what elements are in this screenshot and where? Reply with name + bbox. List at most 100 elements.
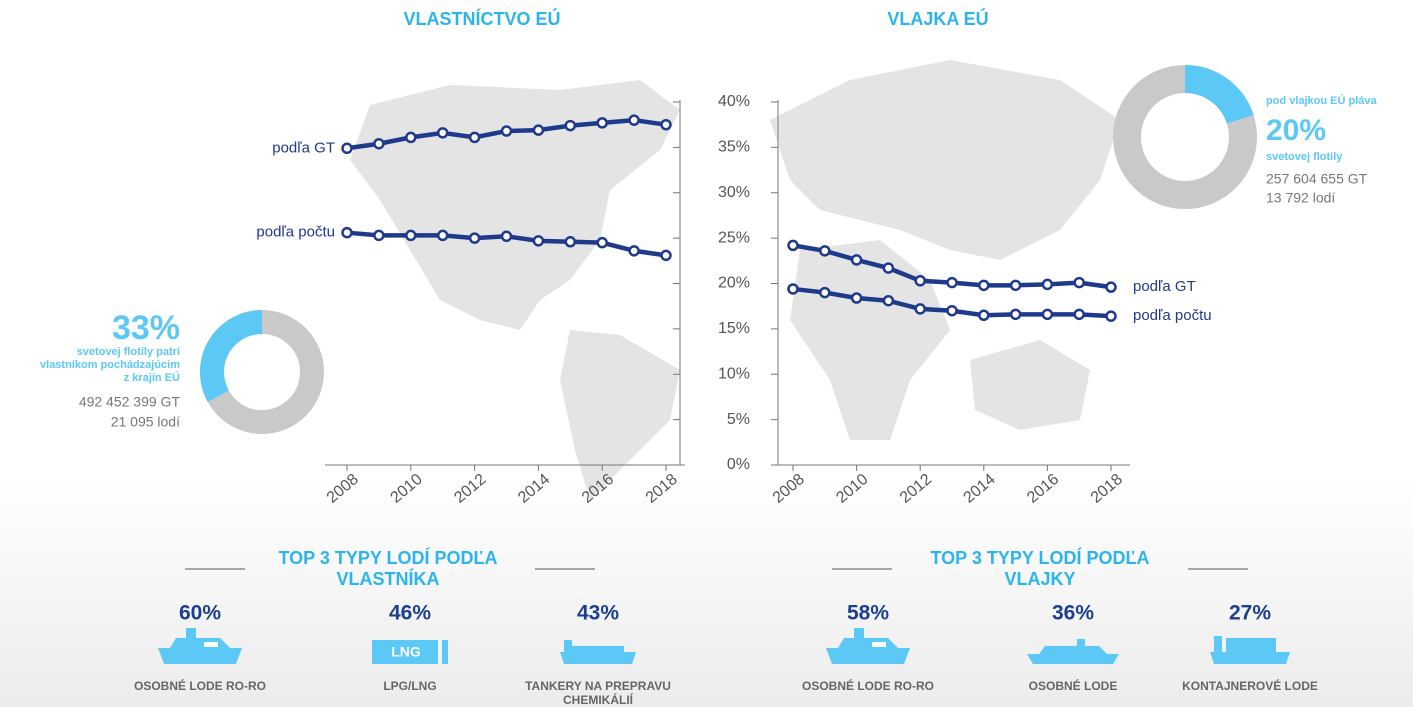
ship-label: CHEMIKÁLIÍ bbox=[563, 692, 634, 707]
donut-ships: 13 792 lodí bbox=[1266, 190, 1335, 206]
icon-label: LNG bbox=[391, 644, 421, 660]
y-tick-label: 0% bbox=[727, 456, 750, 473]
donut-caption: svetovej flotily patrí bbox=[77, 346, 181, 358]
data-point bbox=[882, 294, 895, 307]
deck bbox=[838, 638, 898, 648]
background bbox=[0, 480, 1413, 707]
data-point bbox=[468, 131, 481, 144]
world-map bbox=[350, 60, 1120, 500]
data-point bbox=[850, 254, 863, 266]
data-point bbox=[564, 236, 577, 248]
y-tick-label: 30% bbox=[718, 184, 750, 201]
y-tick-label: 35% bbox=[718, 139, 750, 156]
hull bbox=[1027, 654, 1119, 664]
funnel bbox=[186, 628, 196, 638]
hull bbox=[1210, 652, 1290, 664]
ship-label: OSOBNÉ LODE bbox=[1029, 678, 1118, 693]
y-tick-label: 15% bbox=[718, 320, 750, 337]
data-point bbox=[596, 236, 608, 249]
data-point bbox=[787, 283, 799, 295]
deck bbox=[568, 646, 624, 652]
data-point bbox=[1041, 278, 1054, 291]
ship-label: OSOBNÉ LODE RO-RO bbox=[134, 678, 266, 693]
data-point bbox=[1009, 279, 1022, 292]
section-title: TOP 3 TYPY LODÍ PODĽA bbox=[278, 547, 497, 568]
series-label: podľa GT bbox=[1133, 278, 1196, 295]
ship-percent: 60% bbox=[179, 602, 221, 625]
donut-gt: 257 604 655 GT bbox=[1266, 171, 1368, 187]
ship-label: OSOBNÉ LODE RO-RO bbox=[802, 678, 934, 693]
ship-icon bbox=[158, 628, 242, 664]
data-point bbox=[978, 279, 990, 292]
data-point bbox=[660, 118, 672, 131]
bridge bbox=[564, 640, 572, 652]
data-point bbox=[1073, 276, 1085, 289]
ship-icon bbox=[1027, 639, 1119, 664]
ship-icon bbox=[560, 640, 636, 664]
donut-segment bbox=[200, 310, 324, 434]
data-point bbox=[628, 114, 640, 126]
section-title: VLAJKY bbox=[1004, 569, 1075, 589]
data-point bbox=[341, 226, 353, 239]
donut-ships: 21 095 lodí bbox=[111, 414, 180, 430]
bridge bbox=[1214, 636, 1222, 652]
data-point bbox=[532, 124, 545, 136]
donut-title: pod vlajkou EÚ pláva bbox=[1266, 94, 1378, 107]
y-tick-label: 25% bbox=[718, 229, 750, 246]
data-point bbox=[468, 232, 481, 244]
hull bbox=[560, 652, 636, 664]
y-tick-label: 20% bbox=[718, 275, 750, 292]
data-point bbox=[882, 262, 895, 274]
deck bbox=[1039, 646, 1107, 654]
hull bbox=[158, 648, 242, 664]
car bbox=[872, 642, 886, 647]
data-point bbox=[946, 276, 958, 289]
data-point bbox=[787, 239, 799, 252]
data-point bbox=[500, 125, 513, 137]
section-title: TOP 3 TYPY LODÍ PODĽA bbox=[930, 547, 1149, 568]
funnel bbox=[1077, 639, 1085, 646]
cargo bbox=[1226, 638, 1276, 652]
chart-title: VLASTNÍCTVO EÚ bbox=[403, 8, 560, 29]
hull bbox=[372, 640, 438, 664]
donut-gt: 492 452 399 GT bbox=[79, 394, 181, 410]
data-point bbox=[946, 304, 958, 317]
car bbox=[204, 642, 218, 647]
data-point bbox=[1073, 308, 1085, 321]
data-point bbox=[405, 229, 417, 242]
bridge bbox=[442, 640, 448, 664]
ship-icon: LNG bbox=[372, 640, 448, 664]
donut-segment bbox=[1113, 65, 1257, 209]
section-title: VLASTNÍKA bbox=[337, 568, 440, 589]
y-tick-label: 5% bbox=[727, 411, 750, 428]
data-point bbox=[405, 131, 417, 144]
ship-percent: 36% bbox=[1052, 602, 1094, 625]
ship-label: LPG/LNG bbox=[383, 679, 436, 693]
data-point bbox=[500, 230, 513, 243]
y-tick-label: 40% bbox=[718, 93, 750, 110]
ship-label: TANKERY NA PREPRAVU bbox=[525, 679, 671, 693]
data-point bbox=[660, 249, 672, 262]
data-point bbox=[341, 142, 353, 155]
donut-caption: z krajín EÚ bbox=[124, 371, 180, 384]
donut-caption: svetovej flotily bbox=[1266, 151, 1343, 163]
data-point bbox=[373, 229, 385, 242]
data-point bbox=[850, 292, 863, 304]
series-label: podľa GT bbox=[272, 139, 335, 156]
data-point bbox=[1105, 310, 1117, 322]
funnel bbox=[854, 628, 864, 638]
data-point bbox=[914, 303, 926, 315]
data-point bbox=[436, 229, 449, 242]
data-point bbox=[819, 286, 831, 299]
data-point bbox=[532, 235, 545, 247]
data-point bbox=[1041, 308, 1054, 321]
series-label: podľa počtu bbox=[256, 224, 335, 241]
ship-percent: 58% bbox=[847, 602, 889, 625]
donut-caption: vlastníkom pochádzajúcim bbox=[40, 359, 180, 371]
data-point bbox=[1009, 308, 1022, 321]
data-point bbox=[628, 245, 640, 257]
ship-percent: 46% bbox=[389, 602, 431, 625]
ship-percent: 27% bbox=[1229, 602, 1271, 625]
